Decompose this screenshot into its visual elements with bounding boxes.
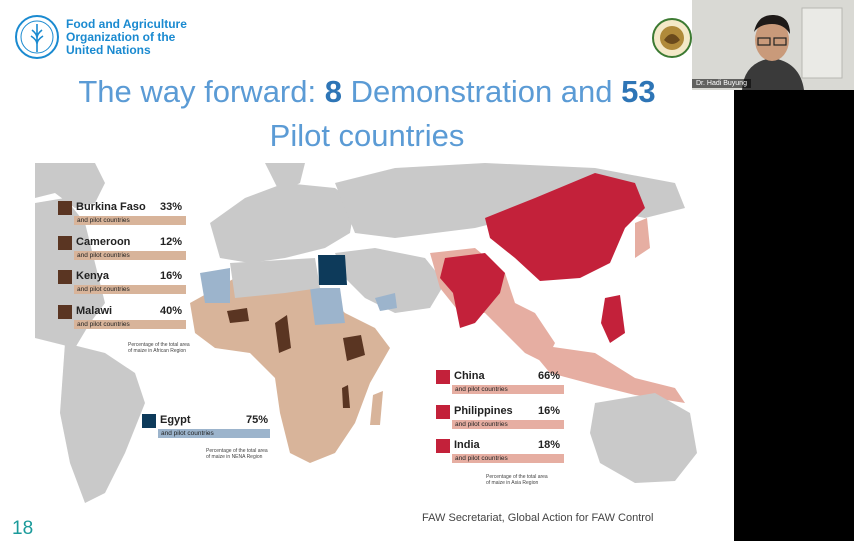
- southeast-asia-pilot: [525, 343, 685, 403]
- europe-shape: [210, 183, 355, 263]
- legend-swatch: [58, 201, 72, 215]
- legend-swatch: [142, 414, 156, 428]
- egypt-shape: [318, 255, 347, 285]
- asia-note: Percentage of the total area of maize in…: [486, 474, 548, 486]
- malawi-shape: [342, 385, 350, 408]
- nena-pilot-yemen: [375, 293, 397, 311]
- nena-pilot-algeria: [200, 268, 230, 303]
- kenya-shape: [343, 335, 365, 361]
- scandinavia-shape: [265, 163, 305, 193]
- participant-video: [692, 0, 854, 90]
- presentation-slide: Food and Agriculture Organization of the…: [0, 0, 734, 541]
- legend-cameroon: Cameroon 12% and pilot countries: [58, 236, 186, 262]
- legend-egypt: Egypt 75% and pilot countries: [142, 414, 270, 440]
- south-america-shape: [60, 343, 145, 503]
- legend-philippines: Philippines 16% and pilot countries: [436, 405, 564, 431]
- legend-swatch: [58, 305, 72, 319]
- legend-swatch: [58, 270, 72, 284]
- north-africa-land: [230, 258, 320, 298]
- china-shape: [485, 173, 645, 281]
- org-name: Food and Agriculture Organization of the…: [66, 17, 187, 57]
- fao-logo: [15, 15, 59, 59]
- japan-shape: [635, 218, 650, 258]
- world-map: [35, 163, 697, 503]
- australia-shape: [590, 393, 697, 483]
- africa-note: Percentage of the total area of maize in…: [128, 342, 190, 354]
- philippines-shape: [601, 295, 625, 343]
- partner-logo: [652, 18, 692, 58]
- cameroon-shape: [275, 315, 291, 353]
- middle-east-shape: [335, 248, 445, 313]
- india-shape: [440, 253, 505, 328]
- madagascar-shape: [370, 391, 383, 425]
- nena-note: Percentage of the total area of maize in…: [206, 448, 268, 460]
- nena-pilot-sudan: [310, 288, 345, 325]
- slide-number: 18: [12, 518, 34, 539]
- legend-china: China 66% and pilot countries: [436, 370, 564, 396]
- legend-burkina-faso: Burkina Faso 33% and pilot countries: [58, 201, 186, 227]
- footer-credit: FAW Secretariat, Global Action for FAW C…: [422, 512, 654, 524]
- slide-title: The way forward: 8 Demonstration and 53 …: [78, 74, 656, 153]
- participant-video-tile[interactable]: Dr. Hadi Buyung: [692, 0, 854, 90]
- legend-swatch: [436, 439, 450, 453]
- legend-kenya: Kenya 16% and pilot countries: [58, 270, 186, 296]
- greenland-shape: [35, 163, 105, 208]
- legend-malawi: Malawi 40% and pilot countries: [58, 305, 186, 331]
- legend-swatch: [436, 405, 450, 419]
- legend-swatch: [436, 370, 450, 384]
- legend-india: India 18% and pilot countries: [436, 439, 564, 465]
- burkina-faso-shape: [227, 308, 249, 323]
- legend-swatch: [58, 236, 72, 250]
- participant-name: Dr. Hadi Buyung: [692, 79, 751, 88]
